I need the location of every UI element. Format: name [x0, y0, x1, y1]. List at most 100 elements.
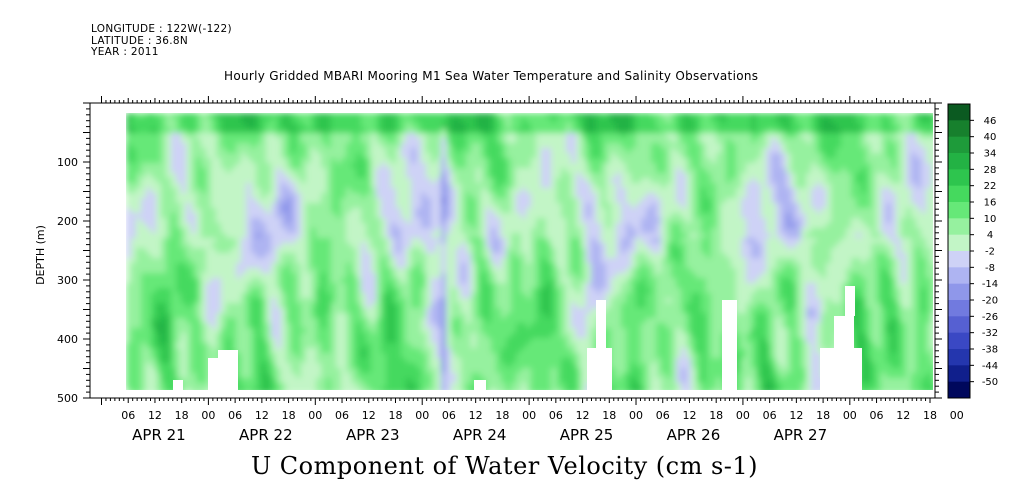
heatmap-cell: [741, 208, 747, 214]
heatmap-cell: [651, 228, 657, 234]
heatmap-cell: [501, 213, 507, 219]
heatmap-cell: [916, 173, 922, 179]
heatmap-cell: [376, 168, 382, 174]
heatmap-cell: [906, 178, 912, 184]
heatmap-cell: [911, 138, 917, 144]
heatmap-cell: [576, 188, 582, 194]
heatmap-cell: [281, 158, 287, 164]
heatmap-cell: [456, 253, 462, 259]
heatmap-cell: [856, 258, 862, 264]
heatmap-cell: [241, 208, 247, 214]
heatmap-cell: [191, 178, 197, 184]
heatmap-cell: [626, 118, 632, 124]
heatmap-cell: [136, 208, 142, 214]
heatmap-cell: [416, 243, 422, 249]
heatmap-cell: [506, 223, 512, 229]
heatmap-cell: [681, 178, 687, 184]
heatmap-cell: [486, 153, 492, 159]
heatmap-cell: [356, 218, 362, 224]
heatmap-cell: [566, 118, 572, 124]
heatmap-cell: [716, 153, 722, 159]
heatmap-cell: [591, 123, 597, 129]
heatmap-cell: [911, 128, 917, 134]
heatmap-cell: [506, 213, 512, 219]
heatmap-cell: [386, 178, 392, 184]
heatmap-cell: [876, 238, 882, 244]
heatmap-cell: [501, 158, 507, 164]
heatmap-cell: [916, 223, 922, 229]
heatmap-cell: [351, 248, 357, 254]
heatmap-cell: [881, 228, 887, 234]
heatmap-cell: [926, 208, 932, 214]
heatmap-cell: [271, 153, 277, 159]
heatmap-cell: [676, 208, 682, 214]
heatmap-cell: [271, 228, 277, 234]
heatmap-cell: [266, 208, 272, 214]
heatmap-cell: [761, 203, 767, 209]
heatmap-cell: [746, 178, 752, 184]
heatmap-cell: [341, 203, 347, 209]
heatmap-cell: [281, 263, 287, 269]
heatmap-cell: [531, 128, 537, 134]
heatmap-cell: [171, 213, 177, 219]
heatmap-cell: [351, 213, 357, 219]
heatmap-cell: [346, 163, 352, 169]
heatmap-cell: [776, 238, 782, 244]
heatmap-cell: [491, 223, 497, 229]
heatmap-cell: [816, 138, 822, 144]
heatmap-cell: [561, 143, 567, 149]
heatmap-cell: [721, 213, 727, 219]
heatmap-cell: [876, 208, 882, 214]
heatmap-cell: [346, 183, 352, 189]
heatmap-cell: [656, 128, 662, 134]
heatmap-cell: [296, 193, 302, 199]
heatmap-cell: [451, 233, 457, 239]
heatmap-cell: [521, 168, 527, 174]
heatmap-cell: [446, 118, 452, 124]
heatmap-cell: [431, 118, 437, 124]
heatmap-cell: [146, 138, 152, 144]
heatmap-cell: [461, 188, 467, 194]
heatmap-cell: [771, 138, 777, 144]
heatmap-cell: [406, 203, 412, 209]
heatmap-cell: [591, 263, 597, 269]
heatmap-cell: [541, 233, 547, 239]
heatmap-cell: [541, 223, 547, 229]
heatmap-cell: [591, 183, 597, 189]
heatmap-cell: [766, 163, 772, 169]
heatmap-cell: [756, 233, 762, 239]
heatmap-cell: [611, 193, 617, 199]
heatmap-cell: [766, 148, 772, 154]
heatmap-cell: [621, 178, 627, 184]
heatmap-cell: [726, 203, 732, 209]
heatmap-cell: [891, 253, 897, 259]
heatmap-cell: [536, 128, 542, 134]
heatmap-cell: [626, 188, 632, 194]
heatmap-cell: [751, 133, 757, 139]
heatmap-cell: [141, 163, 147, 169]
heatmap-cell: [336, 178, 342, 184]
heatmap-cell: [316, 118, 322, 124]
heatmap-cell: [576, 158, 582, 164]
heatmap-cell: [441, 243, 447, 249]
heatmap-cell: [191, 233, 197, 239]
heatmap-cell: [171, 158, 177, 164]
heatmap-cell: [236, 193, 242, 199]
heatmap-cell: [646, 258, 652, 264]
heatmap-cell: [196, 143, 202, 149]
heatmap-cell: [896, 153, 902, 159]
heatmap-cell: [851, 158, 857, 164]
heatmap-cell: [641, 193, 647, 199]
heatmap-cell: [666, 153, 672, 159]
heatmap-cell: [741, 143, 747, 149]
heatmap-cell: [501, 198, 507, 204]
heatmap-cell: [376, 128, 382, 134]
heatmap-cell: [521, 203, 527, 209]
heatmap-cell: [146, 203, 152, 209]
heatmap-cell: [531, 143, 537, 149]
heatmap-cell: [836, 113, 842, 119]
heatmap-cell: [871, 148, 877, 154]
heatmap-cell: [666, 143, 672, 149]
heatmap-cell: [471, 128, 477, 134]
heatmap-cell: [511, 203, 517, 209]
